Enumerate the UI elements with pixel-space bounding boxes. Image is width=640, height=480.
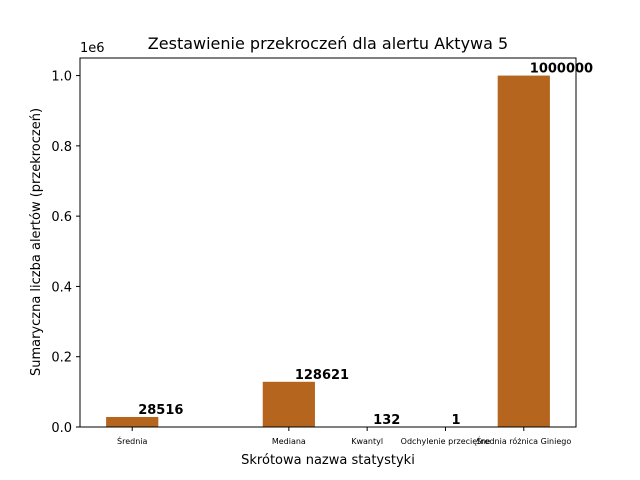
y-axis-offset-label: 1e6 [80, 41, 105, 56]
x-tick-label: Odchylenie przeciętne [401, 437, 491, 446]
data-label: 1000000 [530, 62, 593, 77]
x-tick-label: Średnia [117, 435, 147, 446]
data-label: 28516 [138, 403, 183, 418]
y-axis-label: Sumaryczna liczba alertów (przekroczeń) [29, 108, 44, 376]
y-tick-label: 0.6 [51, 210, 72, 225]
y-tick-label: 0.2 [51, 351, 72, 366]
plot-area: 0.0 0.2 0.4 0.6 0.8 1.0 Średnia Mediana Kwantyl O… [51, 57, 593, 446]
y-tick-label: 0.0 [51, 421, 72, 436]
y-tick-label: 0.8 [51, 140, 72, 155]
bar [497, 75, 550, 428]
x-tick-label: Kwantyl [351, 437, 383, 446]
x-tick-label: Średnia różnica Giniego [476, 435, 571, 446]
y-tick-label: 0.4 [51, 280, 72, 295]
bar [262, 381, 315, 427]
data-label: 1 [451, 413, 460, 428]
y-tick-label: 1.0 [51, 70, 72, 85]
bar [106, 416, 159, 427]
chart-title: Zestawienie przekroczeń dla alertu Aktyw… [148, 34, 508, 53]
x-axis-label: Skrótowa nazwa statystyki [241, 453, 415, 468]
plot-frame [79, 57, 577, 428]
data-label: 128621 [295, 368, 349, 383]
data-label: 132 [373, 413, 400, 428]
x-tick-label: Mediana [272, 437, 306, 446]
